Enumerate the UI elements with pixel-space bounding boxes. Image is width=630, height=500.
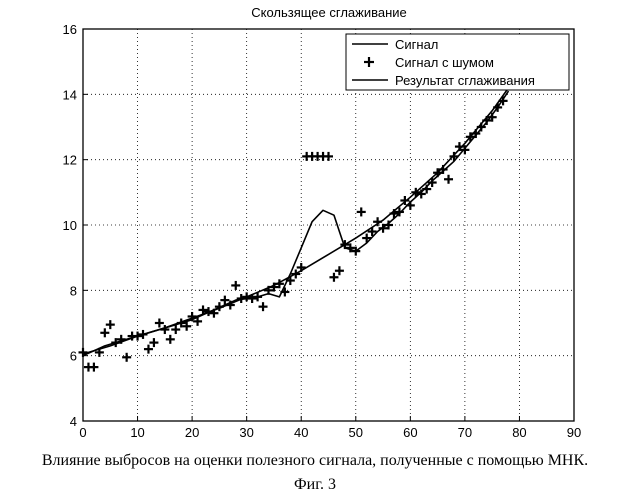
x-tick-label: 40 — [294, 425, 308, 440]
y-tick-label: 6 — [70, 349, 77, 364]
x-tick-label: 90 — [567, 425, 581, 440]
y-tick-label: 4 — [70, 414, 77, 429]
x-tick-label: 80 — [512, 425, 526, 440]
y-tick-label: 14 — [63, 87, 77, 102]
x-tick-label: 60 — [403, 425, 417, 440]
legend: Сигнал Сигнал с шумом Результат сглажива… — [346, 34, 569, 90]
x-tick-label: 0 — [79, 425, 86, 440]
y-tick-label: 12 — [63, 153, 77, 168]
x-tick-label: 50 — [349, 425, 363, 440]
chart-figure: Скользящее сглаживание 0 10 20 30 40 50 60 70 80… — [0, 0, 630, 452]
x-tick-label: 20 — [185, 425, 199, 440]
legend-label-signal: Сигнал — [395, 37, 438, 52]
legend-label-smoothed: Результат сглаживания — [395, 73, 535, 88]
chart-title: Скользящее сглаживание — [251, 5, 407, 20]
x-tick-label: 10 — [130, 425, 144, 440]
legend-label-noisy: Сигнал с шумом — [395, 55, 494, 70]
x-tick-label: 70 — [458, 425, 472, 440]
figure-label: Фиг. 3 — [0, 476, 630, 494]
y-tick-label: 8 — [70, 283, 77, 298]
figure-caption: Влияние выбросов на оценки полезного сиг… — [0, 452, 630, 470]
x-tick-label: 30 — [239, 425, 253, 440]
y-tick-label: 16 — [63, 22, 77, 37]
y-tick-label: 10 — [63, 218, 77, 233]
